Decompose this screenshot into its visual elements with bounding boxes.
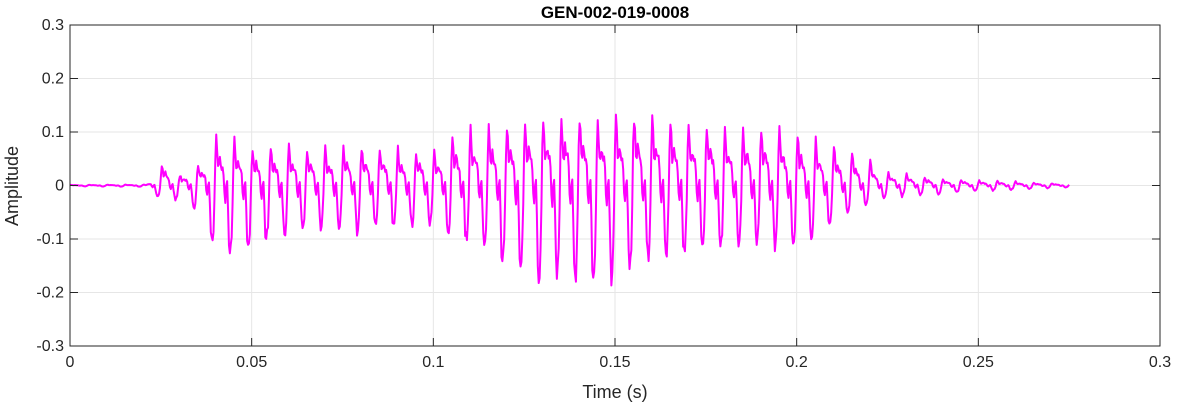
x-tick-label: 0.1 [422, 354, 444, 371]
x-tick-label: 0.05 [236, 354, 267, 371]
signal-line-group [69, 113, 1070, 287]
tick-marks [69, 24, 1161, 347]
x-tick-labels: 0 0.05 0.1 0.15 0.2 0.25 0.3 [66, 354, 1172, 371]
x-tick-label: 0.3 [1149, 354, 1171, 371]
chart-title: GEN-002-019-0008 [541, 3, 689, 22]
y-tick-label: 0.1 [42, 124, 64, 141]
y-axis-label: Amplitude [2, 146, 22, 226]
y-tick-label: 0 [55, 178, 64, 195]
x-axis-label: Time (s) [582, 382, 647, 402]
y-tick-label: -0.3 [36, 338, 64, 355]
waveform-series-line [69, 113, 1070, 287]
x-tick-label: 0.15 [599, 354, 630, 371]
x-tick-label: 0.25 [963, 354, 994, 371]
y-tick-label: 0.3 [42, 17, 64, 34]
x-tick-label: 0 [66, 354, 75, 371]
y-tick-label: 0.2 [42, 71, 64, 88]
y-tick-labels: -0.3 -0.2 -0.1 0 0.1 0.2 0.3 [36, 17, 64, 355]
y-tick-label: -0.1 [36, 231, 64, 248]
y-tick-label: -0.2 [36, 285, 64, 302]
x-tick-label: 0.2 [786, 354, 808, 371]
